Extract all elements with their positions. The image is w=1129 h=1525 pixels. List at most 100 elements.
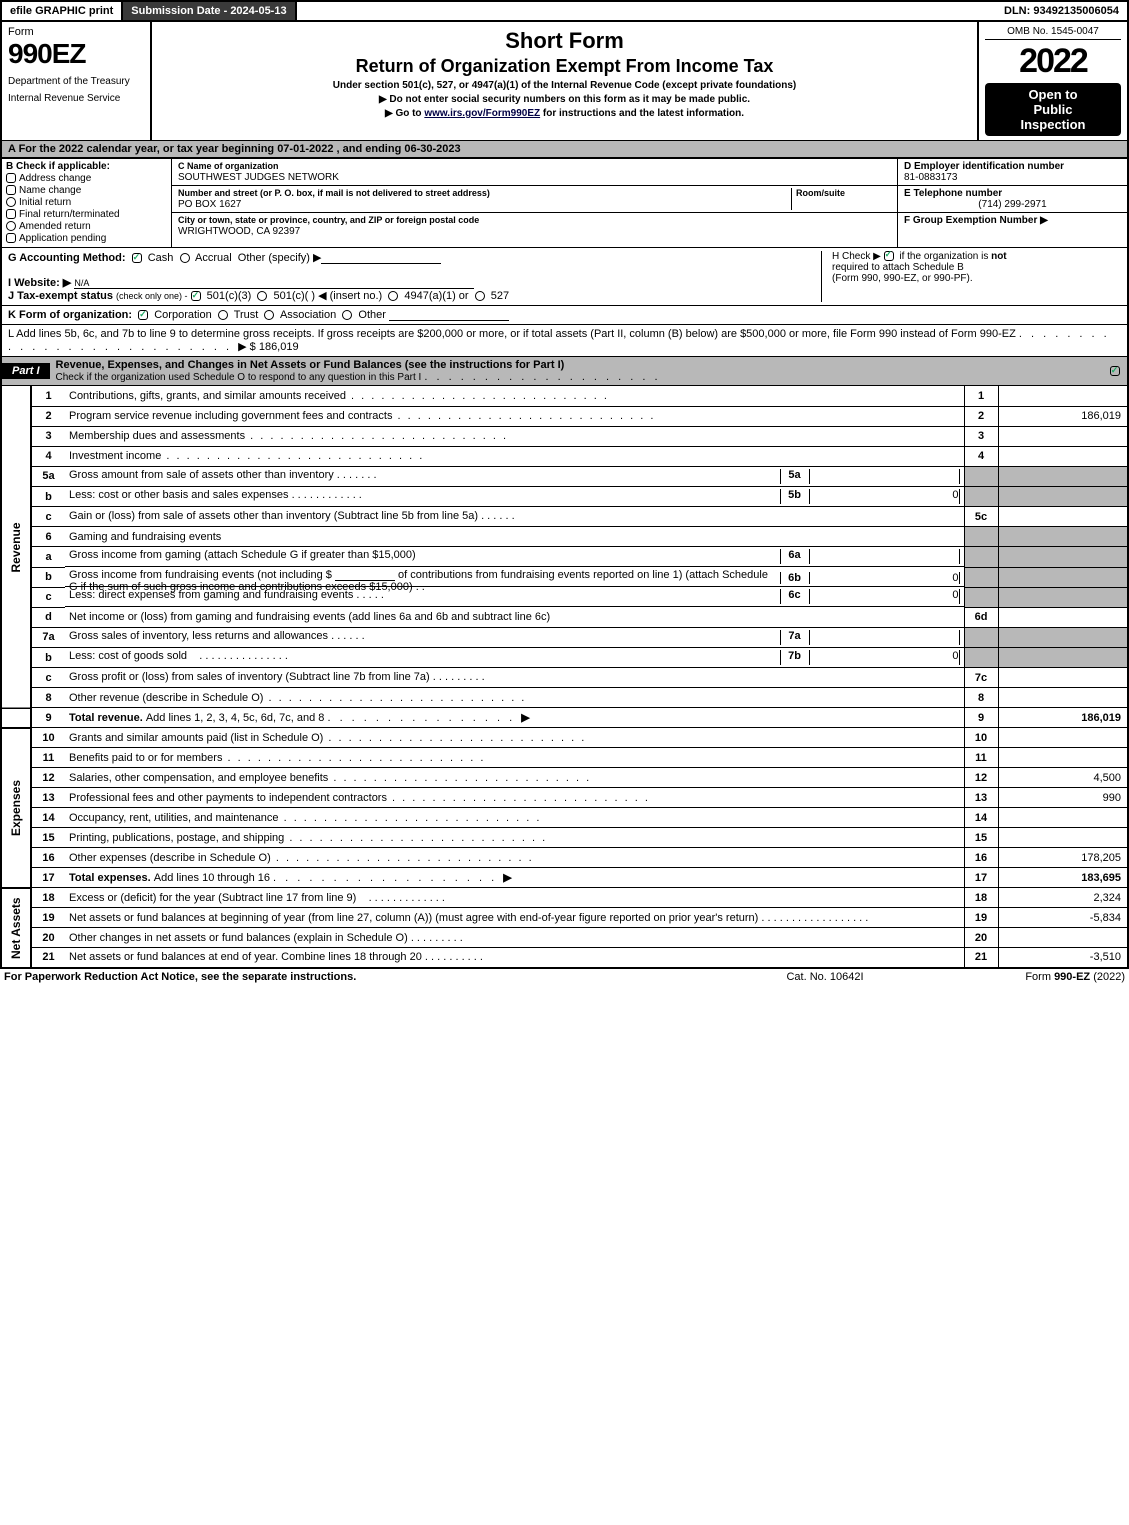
inspect-l1: Open to xyxy=(1028,87,1077,102)
line-12: 12 Salaries, other compensation, and emp… xyxy=(1,768,1128,788)
chk-final-return[interactable]: Final return/terminated xyxy=(6,209,167,220)
chk-schedule-b-not-required[interactable] xyxy=(884,251,894,261)
chk-association[interactable] xyxy=(264,310,274,320)
line-val xyxy=(998,607,1128,627)
phone-label: E Telephone number xyxy=(904,188,1002,199)
footer-right: Form 990-EZ (2022) xyxy=(925,971,1125,983)
chk-application-pending[interactable]: Application pending xyxy=(6,233,167,244)
chk-527[interactable] xyxy=(475,291,485,301)
irs-link[interactable]: www.irs.gov/Form990EZ xyxy=(424,108,540,119)
mini-val xyxy=(810,549,960,564)
mini-val: 0 xyxy=(810,589,960,604)
line-3: 3 Membership dues and assessments 3 xyxy=(1,426,1128,446)
line-desc: Excess or (deficit) for the year (Subtra… xyxy=(69,892,356,904)
line-box: 19 xyxy=(964,908,998,928)
other-org-field[interactable] xyxy=(389,309,509,321)
chk-501c3[interactable] xyxy=(191,291,201,301)
dept-irs: Internal Revenue Service xyxy=(8,93,144,104)
contrib-amount-field[interactable] xyxy=(335,569,395,581)
line-desc: Less: cost or other basis and sales expe… xyxy=(69,489,289,501)
line-box: 6d xyxy=(964,607,998,627)
h-line3: (Form 990, 990-EZ, or 990-PF). xyxy=(832,273,973,284)
chk-label: Address change xyxy=(19,173,91,184)
shade-cell xyxy=(964,567,998,587)
tax-year: 2022 xyxy=(985,42,1121,81)
shade-cell xyxy=(964,648,998,668)
line-box: 15 xyxy=(964,828,998,848)
opt-501c: 501(c)( ) ◀ (insert no.) xyxy=(273,290,382,302)
line-box: 3 xyxy=(964,426,998,446)
line-box: 18 xyxy=(964,888,998,908)
room-label: Room/suite xyxy=(796,188,845,198)
line-6a: a Gross income from gaming (attach Sched… xyxy=(1,547,1128,568)
other-method-field[interactable] xyxy=(321,252,441,264)
line-num: 12 xyxy=(31,768,65,788)
chk-corporation[interactable] xyxy=(138,310,148,320)
line-num: b xyxy=(31,648,65,668)
line-box: 17 xyxy=(964,868,998,888)
line-19: 19 Net assets or fund balances at beginn… xyxy=(1,908,1128,928)
line-num: 21 xyxy=(31,948,65,968)
omb-number: OMB No. 1545-0047 xyxy=(985,26,1121,40)
line-box: 21 xyxy=(964,948,998,968)
line-num: b xyxy=(31,487,65,507)
line-desc: Gain or (loss) from sale of assets other… xyxy=(69,510,478,522)
title-short-form: Short Form xyxy=(158,28,971,54)
line-val: 990 xyxy=(998,788,1128,808)
chk-accrual[interactable] xyxy=(180,253,190,263)
line-num: 13 xyxy=(31,788,65,808)
chk-other-org[interactable] xyxy=(342,310,352,320)
line-num: 14 xyxy=(31,808,65,828)
line-15: 15 Printing, publications, postage, and … xyxy=(1,828,1128,848)
org-name-label: C Name of organization xyxy=(178,161,279,171)
chk-4947[interactable] xyxy=(388,291,398,301)
line-num: 15 xyxy=(31,828,65,848)
tax-exempt-sub: (check only one) - xyxy=(116,291,188,301)
dln-label: DLN: 93492135006054 xyxy=(996,2,1127,20)
chk-cash[interactable] xyxy=(132,253,142,263)
header-left: Form 990EZ Department of the Treasury In… xyxy=(2,22,152,140)
sidebar-expenses: Expenses xyxy=(1,728,31,888)
chk-501c[interactable] xyxy=(257,291,267,301)
city-label: City or town, state or province, country… xyxy=(178,215,479,225)
inspect-l2: Public xyxy=(1033,102,1072,117)
opt-other: Other (specify) ▶ xyxy=(238,252,322,264)
opt-other-org: Other xyxy=(358,309,386,321)
form-word: Form xyxy=(8,26,144,38)
chk-address-change[interactable]: Address change xyxy=(6,173,167,184)
line-box: 10 xyxy=(964,728,998,748)
line-num: 11 xyxy=(31,748,65,768)
efile-print-label[interactable]: efile GRAPHIC print xyxy=(2,2,123,20)
part1-table: Revenue 1 Contributions, gifts, grants, … xyxy=(0,386,1129,969)
street-label: Number and street (or P. O. box, if mail… xyxy=(178,188,490,198)
line-num: 19 xyxy=(31,908,65,928)
line-desc: Salaries, other compensation, and employ… xyxy=(69,772,328,784)
opt-accrual: Accrual xyxy=(195,252,232,264)
col-def: D Employer identification number 81-0883… xyxy=(897,159,1127,247)
line-13: 13 Professional fees and other payments … xyxy=(1,788,1128,808)
sidebar-net-assets: Net Assets xyxy=(1,888,31,968)
line-num: b xyxy=(31,567,65,587)
accounting-method-label: G Accounting Method: xyxy=(8,252,126,264)
line-num: 17 xyxy=(31,868,65,888)
chk-initial-return[interactable]: Initial return xyxy=(6,197,167,208)
line-desc: Other expenses (describe in Schedule O) xyxy=(69,852,271,864)
line-box: 11 xyxy=(964,748,998,768)
line-num: 18 xyxy=(31,888,65,908)
header-right: OMB No. 1545-0047 2022 Open to Public In… xyxy=(977,22,1127,140)
chk-trust[interactable] xyxy=(218,310,228,320)
inspect-l3: Inspection xyxy=(1020,117,1085,132)
row-k: K Form of organization: Corporation Trus… xyxy=(0,306,1129,325)
chk-amended-return[interactable]: Amended return xyxy=(6,221,167,232)
chk-name-change[interactable]: Name change xyxy=(6,185,167,196)
part1-schedule-o-check[interactable] xyxy=(1105,365,1127,377)
opt-corporation: Corporation xyxy=(154,309,211,321)
h-line2: required to attach Schedule B xyxy=(832,262,964,273)
line-num: c xyxy=(31,507,65,527)
line-14: 14 Occupancy, rent, utilities, and maint… xyxy=(1,808,1128,828)
shade-cell xyxy=(998,487,1128,507)
line-8: 8 Other revenue (describe in Schedule O)… xyxy=(1,688,1128,708)
line-desc: Gaming and fundraising events xyxy=(65,527,964,547)
line-9: 9 Total revenue. Add lines 1, 2, 3, 4, 5… xyxy=(1,708,1128,728)
line-box: 16 xyxy=(964,848,998,868)
